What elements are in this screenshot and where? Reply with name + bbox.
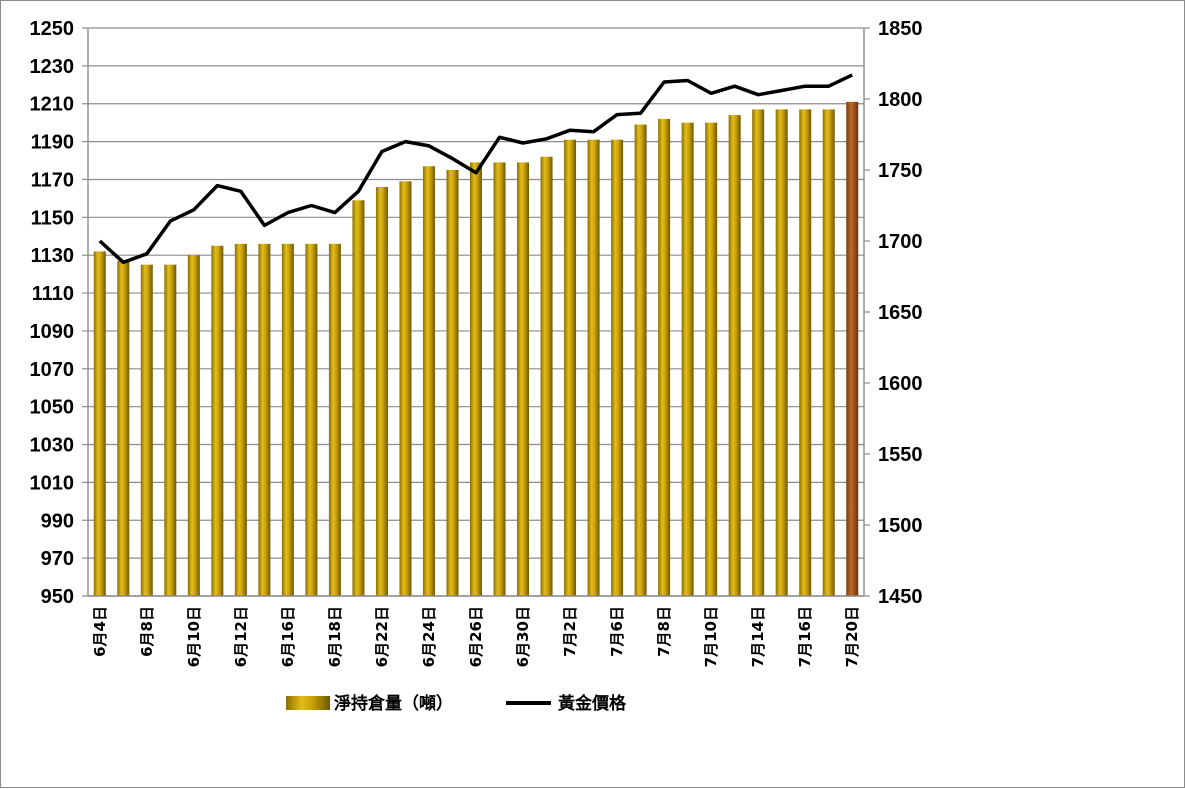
left-y-tick-label: 1130 xyxy=(31,245,74,267)
x-tick-label: 6月26日 xyxy=(467,606,485,667)
left-y-tick-label: 990 xyxy=(41,510,74,532)
bar-7月1日 xyxy=(541,157,553,596)
bar-7月8日 xyxy=(658,119,670,596)
bar-6月23日 xyxy=(399,181,411,596)
right-y-tick-label: 1800 xyxy=(878,89,923,111)
bar-6月10日 xyxy=(188,255,200,596)
bar-7月9日 xyxy=(682,123,694,596)
bar-6月4日 xyxy=(94,251,106,596)
bar-6月5日 xyxy=(117,261,129,596)
right-y-tick-label: 1700 xyxy=(878,231,923,253)
x-tick-label: 6月24日 xyxy=(420,606,438,667)
bar-6月19日 xyxy=(352,200,364,596)
bar-6月17日 xyxy=(305,244,317,596)
left-y-tick-label: 1230 xyxy=(30,56,75,78)
bar-6月9日 xyxy=(164,265,176,596)
bar-6月16日 xyxy=(282,244,294,596)
left-y-tick-label: 1150 xyxy=(31,207,74,229)
bar-6月15日 xyxy=(258,244,270,596)
left-y-tick-label: 1210 xyxy=(30,94,75,116)
bar-7月2日 xyxy=(564,140,576,596)
bar-7月17日 xyxy=(823,109,835,596)
right-y-tick-label: 1650 xyxy=(878,302,923,324)
x-tick-label: 6月4日 xyxy=(91,606,109,657)
left-y-tick-label: 1030 xyxy=(30,435,75,457)
bar-7月10日 xyxy=(705,123,717,596)
right-y-tick-label: 1550 xyxy=(878,444,923,466)
x-tick-label: 6月22日 xyxy=(373,606,391,667)
x-tick-label: 7月10日 xyxy=(702,606,720,667)
left-y-tick-label: 1110 xyxy=(32,283,74,305)
x-tick-label: 7月14日 xyxy=(749,606,767,667)
x-tick-label: 6月12日 xyxy=(232,606,250,667)
right-y-tick-label: 1850 xyxy=(878,18,923,40)
bar-6月30日 xyxy=(517,162,529,596)
left-y-tick-label: 1010 xyxy=(30,472,75,494)
x-tick-label: 6月18日 xyxy=(326,606,344,667)
legend: 淨持倉量（噸） 黃金價格 xyxy=(286,693,627,714)
bar-7月15日 xyxy=(776,109,788,596)
legend-bar-swatch xyxy=(286,696,330,710)
left-y-tick-label: 1170 xyxy=(31,169,74,191)
x-tick-labels: 6月4日 6月8日 6月10日 6月12日 6月16日 6月18日 6月22日 6月24日 6月… xyxy=(91,606,861,667)
x-tick-label: 7月16日 xyxy=(796,606,814,667)
left-y-tick-label: 950 xyxy=(41,586,74,608)
bar-6月18日 xyxy=(329,244,341,596)
left-y-tick-label: 970 xyxy=(41,548,74,570)
left-y-tick-label: 1070 xyxy=(30,359,75,381)
left-y-tick-label: 1050 xyxy=(30,397,75,419)
legend-line-label: 黃金價格 xyxy=(557,693,627,714)
x-tick-label: 6月16日 xyxy=(279,606,297,667)
bar-6月25日 xyxy=(446,170,458,596)
x-tick-label: 6月10日 xyxy=(185,606,203,667)
right-y-tick-label: 1500 xyxy=(878,515,923,537)
x-tick-label: 6月8日 xyxy=(138,606,156,657)
right-y-tick-label: 1750 xyxy=(878,160,923,182)
bar-7月6日 xyxy=(611,140,623,596)
left-y-tick-label: 1090 xyxy=(30,321,75,343)
x-tick-label: 7月2日 xyxy=(561,606,579,657)
bar-7月3日 xyxy=(588,140,600,596)
bar-6月12日 xyxy=(235,244,247,596)
bar-6月11日 xyxy=(211,246,223,596)
left-y-tick-label: 1190 xyxy=(31,132,74,154)
legend-bar-label: 淨持倉量（噸） xyxy=(334,693,453,714)
x-tick-label: 7月20日 xyxy=(843,606,861,667)
right-y-tick-label: 1450 xyxy=(878,586,923,608)
x-tick-label: 7月6日 xyxy=(608,606,626,657)
left-y-tick-labels: 950 970 990 1010 1030 1050 1070 1090 1110 1130 115… xyxy=(30,18,75,608)
left-y-tick-label: 1250 xyxy=(30,18,75,40)
right-y-tick-labels: 1450 1500 1550 1600 1650 1700 1750 1800 1850 xyxy=(878,18,923,608)
bar-6月24日 xyxy=(423,166,435,596)
bar-7月16日 xyxy=(799,109,811,596)
bar-7月20日 xyxy=(846,102,858,596)
bar-6月29日 xyxy=(494,162,506,596)
x-tick-label: 6月30日 xyxy=(514,606,532,667)
x-tick-label: 7月8日 xyxy=(655,606,673,657)
bar-7月14日 xyxy=(752,109,764,596)
bar-6月26日 xyxy=(470,162,482,596)
bar-6月22日 xyxy=(376,187,388,596)
bar-7月7日 xyxy=(635,125,647,596)
bar-6月8日 xyxy=(141,265,153,596)
bar-series xyxy=(94,102,858,596)
bar-7月13日 xyxy=(729,115,741,596)
right-y-tick-label: 1600 xyxy=(878,373,923,395)
